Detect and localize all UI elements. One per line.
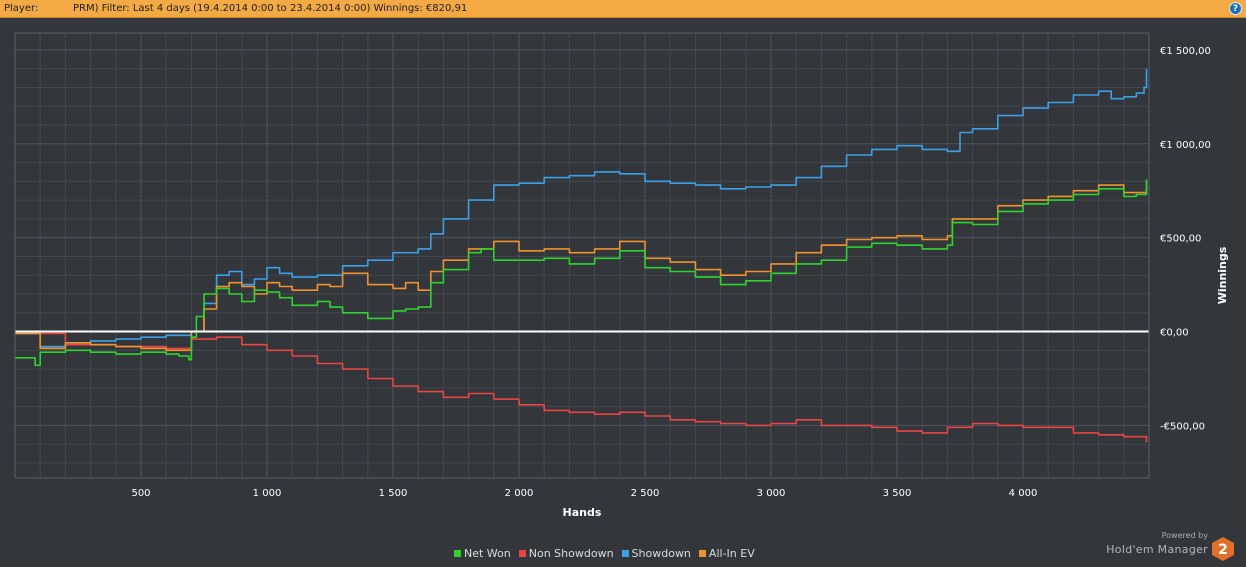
grid <box>15 33 1149 478</box>
logo-digit: 2 <box>1218 542 1228 558</box>
x-tick-label: 2 500 <box>631 488 660 499</box>
y-tick-labels: €1 500,00 €1 000,00 €500,00 €0,00 -€500,00 <box>1160 46 1211 433</box>
x-tick-label: 4 000 <box>1009 488 1038 499</box>
filter-summary: PRM) Filter: Last 4 days (19.4.2014 0:00… <box>73 3 468 14</box>
series-line-all-in-ev <box>15 181 1148 352</box>
legend-swatch <box>454 549 461 557</box>
series-line-non-showdown <box>15 332 1148 443</box>
x-tick-label: 1 500 <box>379 488 408 499</box>
header-bar: Player: PRM) Filter: Last 4 days (19.4.2… <box>0 0 1246 18</box>
y-tick-label: €0,00 <box>1160 328 1189 339</box>
powered-by-text: Powered by <box>1161 531 1208 540</box>
x-tick-labels: 500 1 000 1 500 2 000 2 500 3 000 3 500 4 000 <box>131 488 1037 499</box>
plot-background <box>15 33 1149 478</box>
legend-item-showdown[interactable]: Showdown <box>621 546 691 560</box>
legend-swatch <box>698 549 706 557</box>
legend-item-non-showdown[interactable]: Non Showdown <box>518 546 614 560</box>
legend-item-net-won[interactable]: Net Won <box>454 547 511 560</box>
legend-swatch <box>518 549 526 557</box>
series-line-showdown <box>15 68 1148 348</box>
hem2-logo-icon: 2 <box>1212 537 1234 561</box>
player-label: Player: <box>4 3 39 14</box>
x-tick-label: 2 000 <box>505 488 534 499</box>
x-tick-label: 500 <box>131 488 150 499</box>
legend-label: Net Won <box>464 546 511 560</box>
x-tick-label: 3 500 <box>883 488 912 499</box>
y-tick-label: -€500,00 <box>1160 421 1205 432</box>
x-tick-label: 1 000 <box>253 488 282 499</box>
legend: Net Won Non Showdown Showdown All-In EV <box>454 546 763 560</box>
series-line-net-won <box>15 179 1148 367</box>
y-tick-label: €500,00 <box>1160 234 1201 245</box>
legend-label: All-In EV <box>708 546 755 560</box>
legend-item-all-in-ev[interactable]: All-In EV <box>698 546 755 560</box>
branding: Powered by Hold'em Manager 2 <box>1104 531 1234 563</box>
plot-frame <box>14 32 1150 479</box>
winnings-graph: €1 500,00 €1 000,00 €500,00 €0,00 -€500,00 5… <box>14 32 1229 519</box>
legend-swatch <box>621 549 629 557</box>
x-axis-label: Hands <box>563 506 602 519</box>
help-icon[interactable]: ? <box>1229 2 1242 15</box>
x-tick-label: 3 000 <box>757 488 786 499</box>
y-tick-label: €1 500,00 <box>1160 46 1211 57</box>
product-name: Hold'em Manager <box>1106 543 1208 556</box>
legend-label: Showdown <box>631 546 691 560</box>
series-lines <box>15 68 1148 443</box>
legend-label: Non Showdown <box>528 546 614 560</box>
y-axis-label: Winnings <box>1216 246 1229 304</box>
y-tick-label: €1 000,00 <box>1160 140 1211 151</box>
